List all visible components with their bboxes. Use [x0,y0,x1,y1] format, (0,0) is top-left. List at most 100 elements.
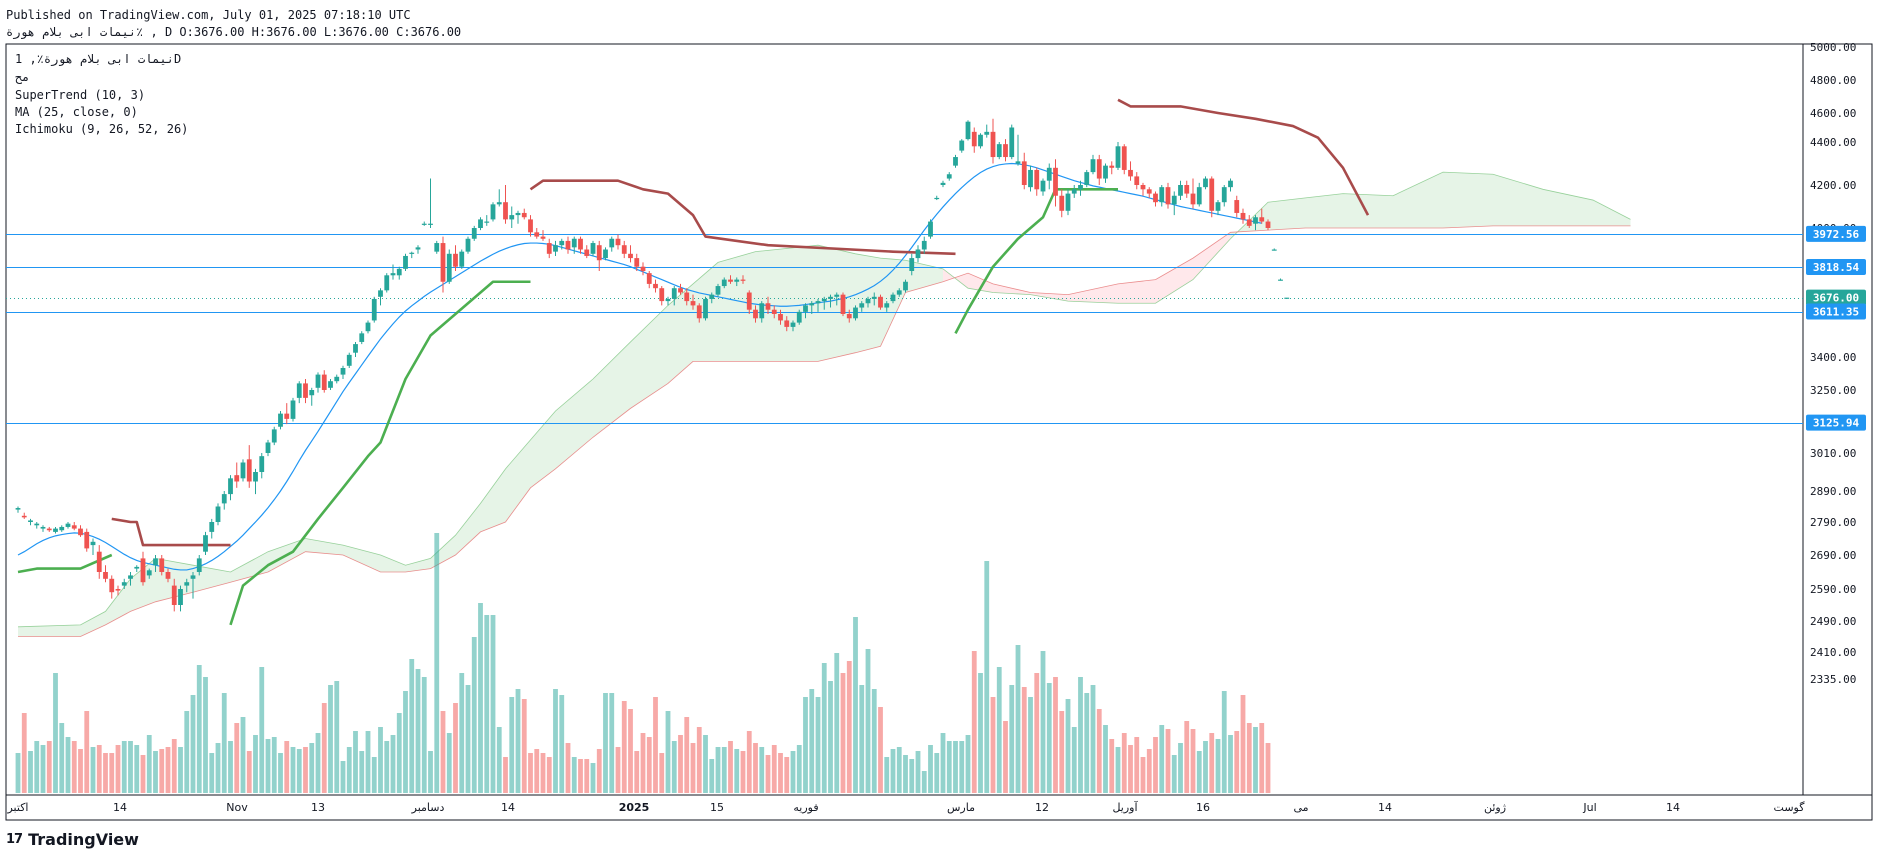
candle-body [771,309,777,314]
volume-bar [415,669,421,793]
cloud-segment [593,341,631,438]
candle-body [646,273,652,284]
volume-bar [1178,743,1183,793]
candle-body [90,541,96,546]
candle-body [15,508,21,510]
candle-body [859,303,865,308]
supertrend-up [229,280,531,626]
candle-body [1265,221,1271,228]
volume-bar [1040,651,1046,793]
volume-bar [346,747,352,793]
legend-ichimoku[interactable]: Ichimoku (9, 26, 52, 26) [15,122,189,136]
x-tick-label: 12 [1035,801,1049,814]
volume-bar [884,757,890,793]
volume-bar [34,741,40,793]
candle-body [446,253,452,282]
candle-body [121,582,127,586]
candle-body [996,144,1002,158]
cloud-segment [1305,193,1343,228]
volume-bar [153,751,158,793]
volume-bar [1078,677,1083,793]
legend-supertrend[interactable]: SuperTrend (10, 3) [15,88,146,102]
candle-body [409,252,415,254]
volume-bar [1146,749,1152,793]
volume-bar [90,747,96,793]
candle-body [353,344,358,353]
volume-bar [240,717,246,793]
volume-bar [703,735,708,793]
candle-body [934,197,940,200]
candle-body [84,531,90,549]
volume-bar [959,741,965,793]
volume-bar [521,699,527,793]
volume-bar [259,667,265,793]
y-tick-label: 2490.00 [1810,615,1856,628]
volume-bar [1065,699,1071,793]
volume-bar [553,689,558,793]
candle-body [665,298,671,302]
candle-body [915,249,921,259]
candle-body [478,219,483,228]
candle-body [253,472,258,482]
candle-body [159,558,165,572]
x-tick-label: مارس [947,801,975,814]
volume-bar [103,753,108,793]
volume-bar [565,743,571,793]
volume-bar [140,755,146,793]
legend-symbol[interactable]: نیمات ابی بلام هورة٪, 1D [15,52,182,66]
volume-bar [990,697,996,793]
volume-bar [1071,727,1077,793]
candle-body [396,268,402,276]
candle-body [671,288,677,299]
candle-body [853,307,858,319]
volume-bar [965,735,971,793]
price-axis[interactable]: 5000.004800.004600.004400.004200.004000.… [1810,41,1856,686]
cloud-segment [1193,232,1231,280]
cloud-segment [1268,197,1306,231]
x-tick-label: 16 [1196,801,1210,814]
volume-bar [303,747,308,793]
volume-bar [1196,751,1202,793]
volume-bar [815,697,821,793]
volume-bar [621,701,627,793]
volume-bar [1209,733,1215,793]
volume-bar [1259,723,1265,793]
x-tick-label: اکتبر [6,801,28,814]
volume-bar [384,741,390,793]
candle-body [46,528,52,531]
volume-bar [1159,725,1165,793]
volume-bar [253,735,258,793]
candle-body [1015,161,1021,164]
candle-body [659,288,665,302]
candle-body [834,294,840,297]
cloud-segment [630,305,668,409]
volume-bar [434,533,440,793]
candle-body [303,383,308,398]
volume-bar [209,753,215,793]
volume-bar [596,749,602,793]
legend-ma[interactable]: MA (25, close, 0) [15,105,138,119]
volume-bar [234,723,240,793]
candle-body [946,174,952,179]
volume-bar [321,703,327,793]
candle-body [603,249,608,259]
x-tick-label: 14 [113,801,127,814]
candle-body [696,305,702,319]
x-tick-label: Jul [1582,801,1596,814]
candle-body [496,202,502,205]
candle-body [484,221,490,223]
volume-bar [940,733,946,793]
x-tick-label: 13 [311,801,325,814]
y-tick-label: 4200.00 [1810,179,1856,192]
volume-bar [984,561,990,793]
cloud-segment [430,535,456,569]
supertrend-down [529,179,956,256]
volume-bar [453,703,458,793]
y-tick-label: 4800.00 [1810,74,1856,87]
time-axis[interactable]: اکتبر 14 Nov 13 دسامبر 14 2025 15 فوریه مارس 12 آور… [6,800,1805,814]
volume-bar [171,739,177,793]
tradingview-brand[interactable]: 17 TradingView [6,830,139,849]
volume-bar [915,751,921,793]
cloud-segment [105,578,131,625]
